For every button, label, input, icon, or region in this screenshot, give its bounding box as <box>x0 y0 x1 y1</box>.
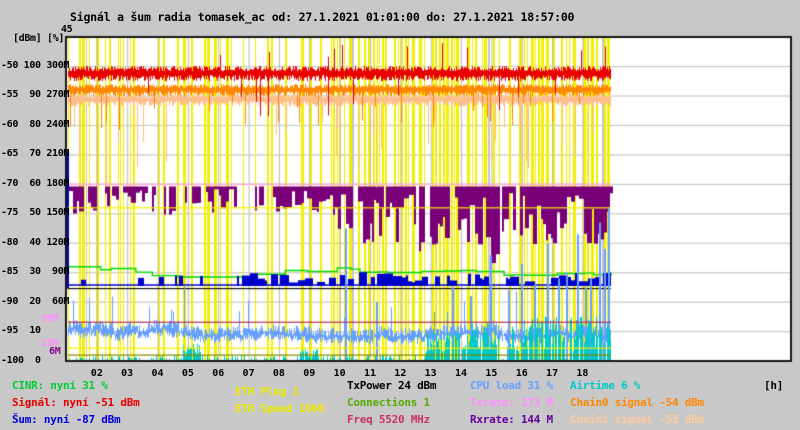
legend-chain1: Chain1 signal -55 dBm <box>570 413 704 426</box>
x-axis-unit-label: [h] <box>764 379 784 392</box>
x-axis-tick: 18 <box>576 368 589 379</box>
x-axis-tick: 05 <box>181 368 194 379</box>
legend-noise: Šum: nyní -87 dBm <box>12 413 121 426</box>
x-axis-tick: 13 <box>424 368 437 379</box>
legend-eth-plug: ETH Plug 1 <box>235 385 299 398</box>
x-axis-tick: 10 <box>333 368 346 379</box>
x-axis-tick: 17 <box>546 368 559 379</box>
legend-rxrate: Rxrate: 144 M <box>470 413 553 426</box>
x-axis-tick: 09 <box>303 368 316 379</box>
legend-txpower: TxPower 24 dBm <box>347 379 437 392</box>
legend-cpu-load: CPU load 31 % <box>470 379 553 392</box>
x-axis-tick: 11 <box>363 368 376 379</box>
y-axis-row: -55 90 270M <box>1 89 70 101</box>
y-axis-row: -80 40 120M <box>1 236 70 248</box>
x-axis-tick: 04 <box>151 368 164 379</box>
y-axis-row: -90 20 60M <box>1 295 70 307</box>
x-axis-tick: 14 <box>455 368 468 379</box>
x-axis-tick: 12 <box>394 368 407 379</box>
legend-txrate: Txrate: 173 M <box>470 396 553 409</box>
y-axis-rate-marker: 39M <box>41 313 59 324</box>
legend-airtime: Airtime 6 % <box>570 379 641 392</box>
y-axis-row: -50 100 300M <box>1 59 70 71</box>
x-axis-tick: 16 <box>515 368 528 379</box>
y-axis-rate-marker: 6M <box>49 346 61 357</box>
y-axis-row: -60 80 240M <box>1 118 70 130</box>
y-axis-row: -100 0 <box>1 354 41 366</box>
legend-cinr: CINR: nyní 31 % <box>12 379 108 392</box>
y-axis-row: -95 10 <box>1 325 41 337</box>
legend-connections: Connections 1 <box>347 396 430 409</box>
legend-eth-speed: ETH Speed 1000 <box>235 402 325 415</box>
y-axis-top-value: 45 <box>61 24 73 35</box>
x-axis-tick: 06 <box>212 368 225 379</box>
x-axis-tick: 08 <box>272 368 285 379</box>
legend-chain0: Chain0 signal -54 dBm <box>570 396 704 409</box>
y-axis-row: -70 60 180M <box>1 177 70 189</box>
y-axis-row: -65 70 210M <box>1 148 70 160</box>
legend-freq: Freq 5520 MHz <box>347 413 430 426</box>
x-axis-tick: 03 <box>121 368 134 379</box>
x-axis-tick: 15 <box>485 368 498 379</box>
legend-signal: Signál: nyní -51 dBm <box>12 396 140 409</box>
y-axis-units-header: [dBm] [%] <box>13 33 65 44</box>
x-axis-tick: 02 <box>90 368 103 379</box>
y-axis-row: -85 30 90M <box>1 266 70 278</box>
x-axis-tick: 07 <box>242 368 255 379</box>
y-axis-rate-marker: 13M <box>41 338 59 349</box>
y-axis-row: -75 50 150M <box>1 207 70 219</box>
